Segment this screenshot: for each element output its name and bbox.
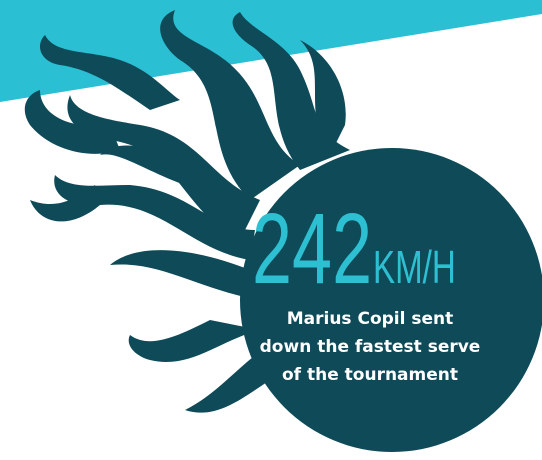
page: 242 KM/H Marius Copil sent down the fast…	[0, 0, 542, 460]
caption-line: down the fastest serve	[260, 337, 481, 357]
stat-unit: KM/H	[373, 243, 456, 293]
caption-line: Marius Copil sent	[287, 309, 454, 329]
infographic: 242 KM/H Marius Copil sent down the fast…	[0, 0, 542, 460]
caption-line: of the tournament	[282, 365, 458, 385]
stat-unit-group: KM/H	[373, 243, 456, 293]
stat-number-group: 242	[252, 193, 372, 304]
stat-value: 242	[252, 193, 372, 304]
